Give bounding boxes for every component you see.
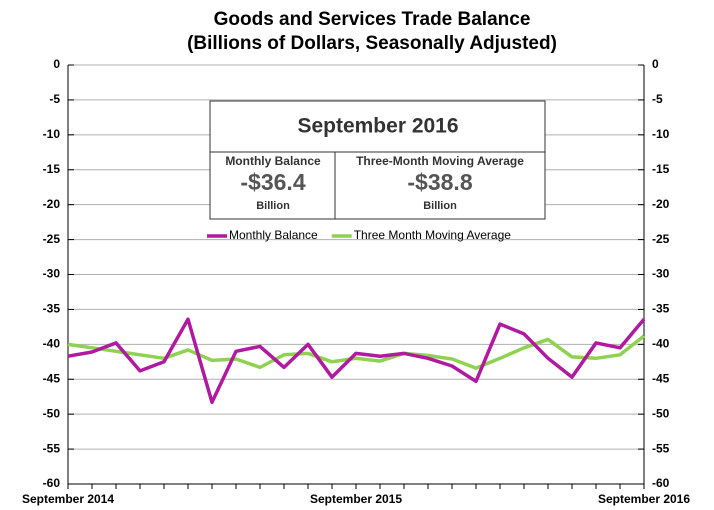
y-tick-label: -40	[43, 337, 61, 351]
x-tick-label: September 2014	[22, 492, 114, 506]
y-tick-label: -45	[43, 371, 61, 385]
y-tick-label: -20	[43, 197, 61, 211]
y2-tick-label: -50	[652, 406, 670, 420]
chart-subtitle: (Billions of Dollars, Seasonally Adjuste…	[187, 33, 557, 54]
y2-tick-label: -45	[652, 371, 670, 385]
chart-title: Goods and Services Trade Balance	[214, 9, 531, 30]
summary-label: Three-Month Moving Average	[356, 154, 524, 168]
legend-label: Three Month Moving Average	[354, 228, 512, 242]
x-tick-label: September 2015	[310, 492, 402, 506]
y2-tick-label: -25	[652, 232, 670, 246]
y2-tick-label: -60	[652, 476, 670, 490]
y-tick-label: -5	[49, 92, 60, 106]
summary-frame	[209, 100, 546, 220]
legend-label: Monthly Balance	[229, 228, 318, 242]
y2-tick-label: -15	[652, 162, 670, 176]
y2-tick-label: -30	[652, 267, 670, 281]
summary-label: Monthly Balance	[225, 154, 321, 168]
y-tick-label: -55	[43, 441, 61, 455]
x-tick-label: September 2016	[598, 492, 690, 506]
y2-tick-label: -20	[652, 197, 670, 211]
y2-tick-label: -35	[652, 302, 670, 316]
y2-tick-label: -10	[652, 127, 670, 141]
y-tick-label: -10	[43, 127, 61, 141]
y2-tick-label: -55	[652, 441, 670, 455]
summary-box: September 2016 Monthly Balance -$36.4 Bi…	[209, 100, 546, 220]
y2-tick-label: -5	[652, 92, 663, 106]
y-tick-label: -15	[43, 162, 61, 176]
summary-title: September 2016	[297, 115, 458, 138]
summary-unit: Billion	[423, 200, 457, 212]
y2-tick-label: 0	[652, 57, 659, 71]
y-tick-label: -30	[43, 267, 61, 281]
summary-value: -$38.8	[407, 169, 472, 195]
y-tick-label: -50	[43, 406, 61, 420]
y-tick-label: -35	[43, 302, 61, 316]
y-tick-label: 0	[53, 57, 60, 71]
summary-unit: Billion	[256, 200, 290, 212]
y2-tick-label: -40	[652, 337, 670, 351]
series-line	[67, 317, 646, 405]
y-tick-label: -25	[43, 232, 61, 246]
summary-value: -$36.4	[240, 169, 305, 195]
y-tick-label: -60	[43, 476, 61, 490]
